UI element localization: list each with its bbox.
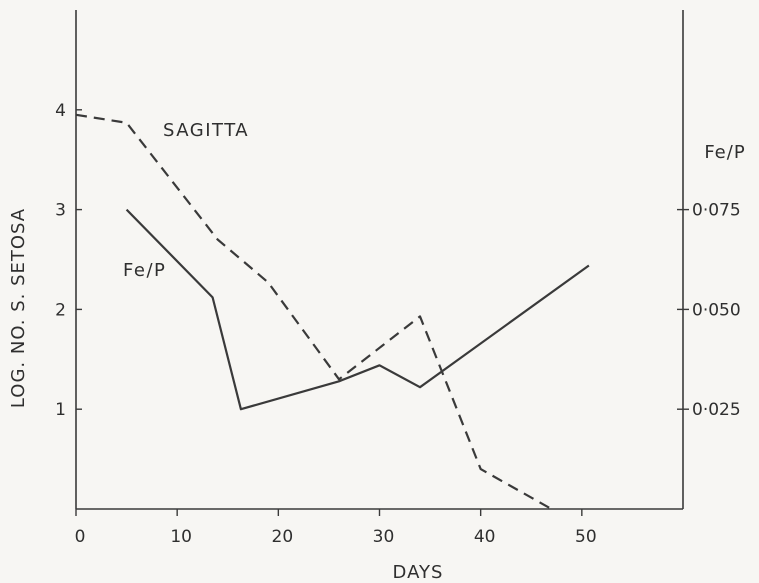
x-tick-label: 30 [373, 527, 395, 547]
axes [75, 10, 684, 510]
x-axis-title: DAYS [393, 562, 444, 583]
x-tick-label: 20 [272, 527, 294, 547]
series-label-sagitta: SAGITTA [163, 120, 249, 141]
x-tick-label: 40 [474, 527, 496, 547]
y-tick-label: 1 [55, 400, 66, 420]
series-line-fe-p [125, 208, 590, 411]
y2-axis-title: Fe/P [704, 142, 745, 163]
x-tick-label: 0 [75, 527, 86, 547]
series [75, 113, 590, 510]
y-tick-label: 2 [55, 300, 66, 320]
y-tick-label: 3 [55, 201, 66, 221]
y2-tick-label: 0·075 [692, 201, 741, 221]
x-tick-label: 10 [170, 527, 192, 547]
ticks: 0 10 20 30 40 50 1 2 3 4 0·025 0·050 0·075 [55, 101, 741, 547]
y2-tick-label: 0·025 [692, 400, 741, 420]
y-axis-title: LOG. NO. S. SETOSA [8, 208, 29, 408]
y2-tick-label: 0·050 [692, 300, 741, 320]
y-tick-label: 4 [55, 101, 66, 121]
series-line-sagitta [75, 113, 553, 510]
x-tick-label: 50 [575, 527, 597, 547]
series-label-fe-p: Fe/P [123, 260, 166, 281]
